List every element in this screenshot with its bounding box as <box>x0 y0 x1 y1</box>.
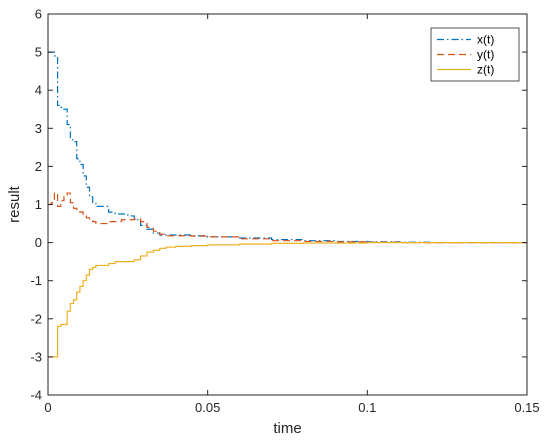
ticks-group: -4 -3 -2 -1 0 1 2 3 4 5 6 0 0.05 0.1 0.15 <box>30 7 539 416</box>
y-tick-label: 5 <box>35 45 42 60</box>
x-tick-label: 0.1 <box>358 400 376 415</box>
legend: x(t)y(t)z(t) <box>430 27 520 82</box>
y-tick-label: -4 <box>30 388 42 403</box>
series-line-yt <box>48 192 527 244</box>
x-tick-label: 0.15 <box>514 400 539 415</box>
y-tick-label: 4 <box>35 83 42 98</box>
legend-label: z(t) <box>477 63 494 77</box>
y-tick-label: -2 <box>30 311 42 326</box>
legend-label: x(t) <box>477 33 494 47</box>
series-line-zt <box>48 242 527 358</box>
y-tick-label: -1 <box>30 273 42 288</box>
y-tick-label: 2 <box>35 159 42 174</box>
y-tick-label: 3 <box>35 121 42 136</box>
series-line-xt <box>48 51 527 244</box>
plot-lines-group <box>48 51 527 358</box>
y-tick-label: 6 <box>35 7 42 22</box>
x-axis-label: time <box>273 420 301 437</box>
x-tick-label: 0.05 <box>195 400 220 415</box>
y-tick-label: 1 <box>35 197 42 212</box>
legend-box <box>430 27 520 82</box>
y-tick-label: -3 <box>30 349 42 364</box>
legend-label: y(t) <box>477 48 494 62</box>
y-axis-label: result <box>6 185 23 223</box>
x-tick-label: 0 <box>44 400 51 415</box>
y-tick-label: 0 <box>35 235 42 250</box>
